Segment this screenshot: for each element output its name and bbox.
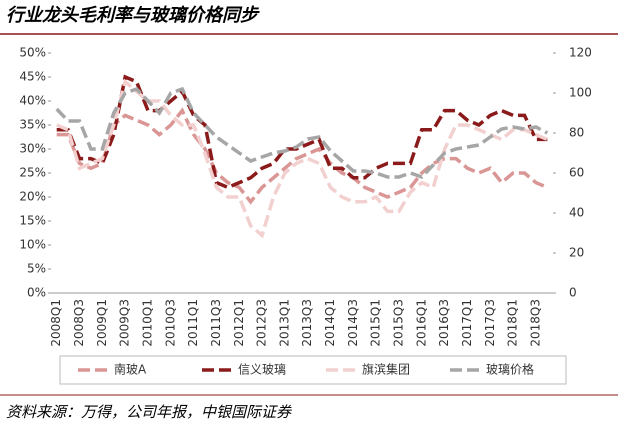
y-tick-label: 30%: [19, 142, 46, 156]
y-tick-label: 10%: [19, 238, 46, 252]
y-tick-label: 35%: [19, 118, 46, 132]
x-tick-label: 2012Q1: [232, 299, 246, 347]
y-tick-label: 25%: [19, 166, 46, 180]
x-tick-label: 2012Q3: [255, 299, 269, 347]
x-tick-label: 2008Q3: [72, 299, 86, 347]
y2-tick-label: 80: [569, 126, 584, 140]
y-tick-label: 0%: [27, 286, 46, 300]
x-tick-label: 2009Q1: [95, 299, 109, 347]
y-tick-label: 45%: [19, 70, 46, 84]
y2-tick-label: 40: [569, 206, 584, 220]
x-tick-label: 2017Q3: [483, 299, 497, 347]
legend-label: 玻璃价格: [486, 362, 534, 377]
x-tick-label: 2018Q1: [506, 299, 520, 347]
series-line: [56, 78, 548, 239]
x-tick-label: 2014Q3: [346, 299, 360, 347]
y-tick-label: 20%: [19, 190, 46, 204]
series-line: [56, 107, 548, 205]
legend-box: [59, 355, 567, 385]
y-tick-label: 40%: [19, 94, 46, 108]
x-tick-label: 2015Q3: [391, 299, 405, 347]
y-tick-label: 5%: [27, 262, 46, 276]
source: 资料来源：万得，公司年报，中银国际证券: [6, 403, 292, 421]
x-tick-label: 2009Q3: [118, 299, 132, 347]
x-tick-label: 2008Q1: [49, 299, 63, 347]
x-tick-label: 2013Q3: [300, 299, 314, 347]
x-tick-label: 2010Q3: [163, 299, 177, 347]
chart-title: 行业龙头毛利率与玻璃价格同步: [6, 5, 260, 26]
y2-tick-label: 100: [569, 86, 592, 100]
series-line: [55, 86, 549, 180]
legend-label: 旗滨集团: [362, 362, 410, 377]
y2-tick-label: 60: [569, 166, 584, 180]
y2-tick-label: 20: [569, 246, 584, 260]
y2-tick-label: 120: [569, 46, 592, 60]
legend-label: 南玻A: [114, 362, 147, 377]
x-tick-label: 2016Q3: [437, 299, 451, 347]
legend-label: 信义玻璃: [238, 363, 286, 377]
x-tick-label: 2015Q1: [369, 299, 383, 347]
series-line: [56, 74, 548, 190]
x-tick-label: 2011Q1: [186, 299, 200, 347]
y-tick-label: 15%: [19, 214, 46, 228]
x-tick-label: 2014Q1: [323, 299, 337, 347]
x-tick-label: 2018Q3: [528, 299, 542, 347]
x-tick-label: 2017Q1: [460, 299, 474, 347]
x-tick-label: 2010Q1: [140, 299, 154, 347]
x-tick-label: 2011Q3: [209, 299, 223, 347]
y2-tick-label: 0: [569, 286, 577, 300]
x-tick-label: 2016Q1: [414, 299, 428, 347]
y-tick-label: 50%: [19, 46, 46, 60]
x-tick-label: 2013Q1: [277, 299, 291, 347]
